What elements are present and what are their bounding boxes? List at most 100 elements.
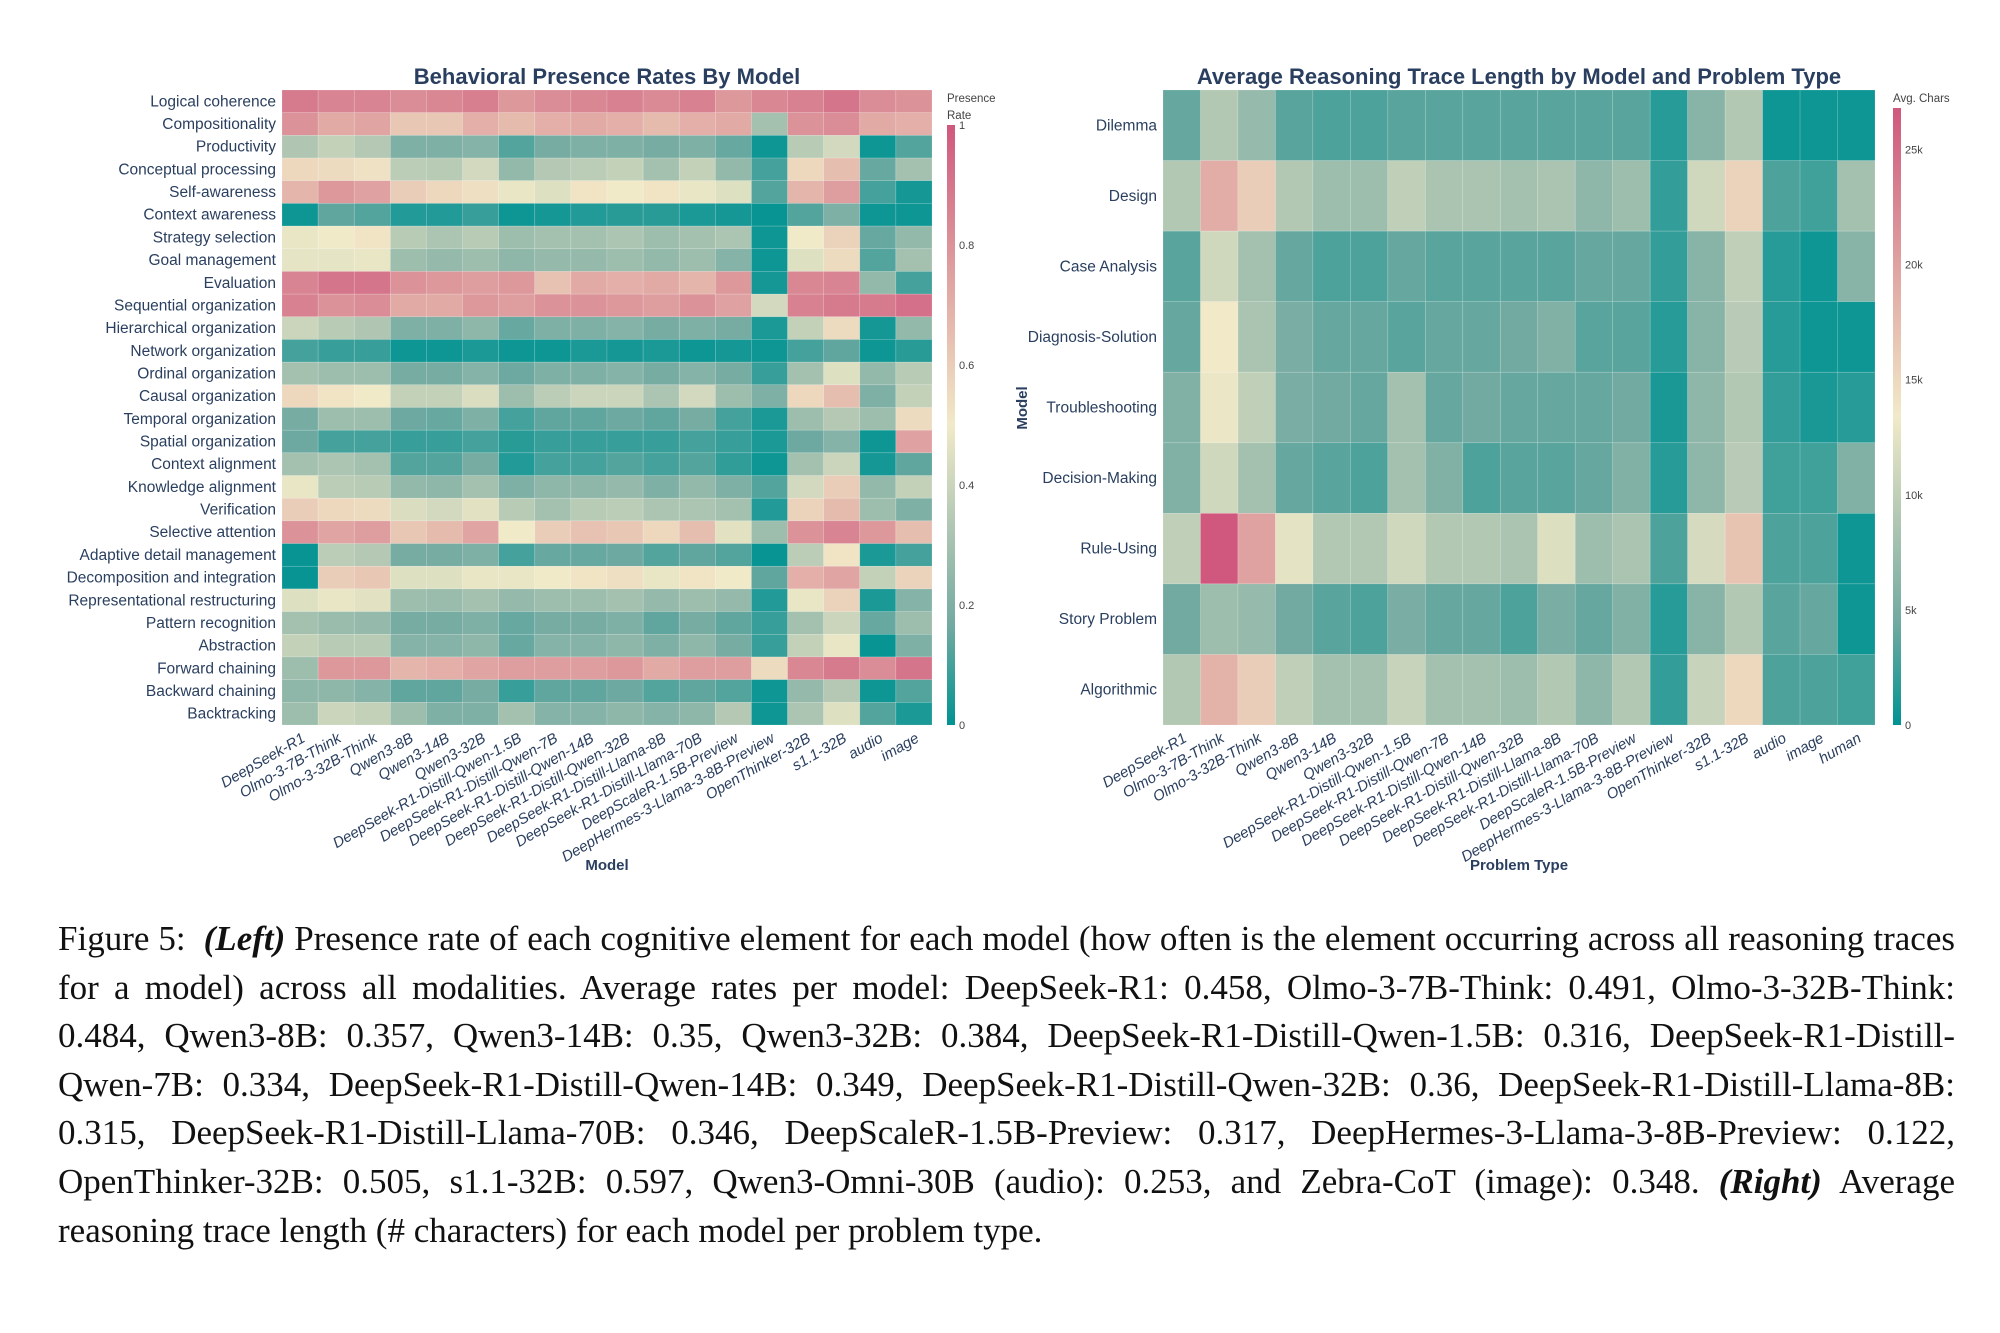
heatmap-cell xyxy=(534,565,572,590)
heatmap-cell xyxy=(895,679,933,703)
heatmap-cell xyxy=(642,520,680,544)
heatmap-cell xyxy=(1574,89,1613,161)
heatmap-cell xyxy=(642,135,680,159)
heatmap-cell xyxy=(1649,442,1688,514)
heatmap-cell xyxy=(606,656,644,680)
heatmap-cell xyxy=(823,157,861,182)
heatmap-cell xyxy=(426,293,463,318)
heatmap-cell xyxy=(1462,513,1501,585)
y-tick-label: Knowledge alignment xyxy=(128,479,277,496)
heatmap-cell xyxy=(859,316,897,340)
heatmap-cell xyxy=(426,475,463,499)
y-tick-label: Context awareness xyxy=(143,207,276,224)
heatmap-cell xyxy=(426,702,463,726)
heatmap-cell xyxy=(353,520,391,544)
heatmap-cell xyxy=(1162,513,1201,585)
heatmap-cell xyxy=(787,475,824,499)
heatmap-cell xyxy=(390,679,427,703)
heatmap-cell xyxy=(498,588,536,612)
heatmap-cell xyxy=(1425,513,1464,585)
heatmap-cell xyxy=(498,407,536,431)
heatmap-cell xyxy=(1162,89,1201,161)
heatmap-cell xyxy=(390,384,427,408)
heatmap-cell xyxy=(1350,89,1389,161)
heatmap-cell xyxy=(353,452,391,476)
heatmap-cell xyxy=(570,679,608,703)
heatmap-cell xyxy=(281,157,319,182)
heatmap-cell xyxy=(1762,160,1801,232)
heatmap-cell xyxy=(787,316,824,340)
heatmap-cell xyxy=(281,293,319,318)
heatmap-cell xyxy=(353,611,391,635)
heatmap-cell xyxy=(570,497,608,522)
heatmap-cell xyxy=(642,679,680,703)
heatmap-cell xyxy=(317,588,355,612)
heatmap-cell xyxy=(281,135,319,159)
heatmap-cell xyxy=(390,702,427,726)
heatmap-cell xyxy=(426,203,463,227)
heatmap-cell xyxy=(498,316,536,340)
heatmap-cell xyxy=(498,702,536,726)
heatmap-cell xyxy=(353,180,391,204)
heatmap-cell xyxy=(606,543,644,567)
heatmap-cell xyxy=(1687,654,1726,726)
heatmap-cell xyxy=(1387,442,1426,514)
heatmap-cell xyxy=(498,112,536,136)
heatmap-cell xyxy=(787,543,824,567)
heatmap-cell xyxy=(353,633,391,658)
heatmap-cell xyxy=(895,203,933,227)
heatmap-cell xyxy=(353,135,391,159)
x-tick-label: audio xyxy=(1749,730,1789,763)
heatmap-cell xyxy=(1799,89,1838,161)
heatmap-cell xyxy=(570,565,608,590)
heatmap-cell xyxy=(751,316,788,340)
heatmap-cell xyxy=(317,361,355,386)
heatmap-cell xyxy=(787,497,824,522)
heatmap-cell xyxy=(353,543,391,567)
heatmap-cell xyxy=(642,339,680,363)
heatmap-cell xyxy=(1237,230,1276,302)
heatmap-cell xyxy=(1649,371,1688,444)
heatmap-cell xyxy=(715,89,752,113)
heatmap-cell xyxy=(317,611,355,635)
heatmap-cell xyxy=(353,293,391,318)
heatmap-cell xyxy=(1499,442,1539,514)
heatmap-cell xyxy=(462,225,499,250)
heatmap-cell xyxy=(751,271,788,295)
heatmap-cell xyxy=(823,112,861,136)
heatmap-cell xyxy=(498,135,536,159)
heatmap-cell xyxy=(895,565,933,590)
heatmap-cell xyxy=(426,520,463,544)
heatmap-cell xyxy=(606,520,644,544)
heatmap-cell xyxy=(606,565,644,590)
heatmap-cell xyxy=(317,225,355,250)
heatmap-cell xyxy=(1350,513,1389,585)
heatmap-cell xyxy=(1687,513,1726,585)
heatmap-cell xyxy=(859,633,897,658)
heatmap-cell xyxy=(390,271,427,295)
heatmap-cell xyxy=(534,271,572,295)
heatmap-cell xyxy=(570,384,608,408)
heatmap-cell xyxy=(353,475,391,499)
heatmap-cell xyxy=(1837,230,1876,302)
heatmap-cell xyxy=(642,293,680,318)
figure-caption: Figure 5: (Left) Presence rate of each c… xyxy=(58,915,1955,1255)
heatmap-cell xyxy=(859,565,897,590)
heatmap-cell xyxy=(678,588,716,612)
heatmap-cell xyxy=(823,271,861,295)
heatmap-cell xyxy=(642,316,680,340)
heatmap-cell xyxy=(534,225,572,250)
heatmap-cell xyxy=(1837,89,1876,161)
heatmap-cell xyxy=(534,475,572,499)
heatmap-cell xyxy=(678,248,716,272)
heatmap-cell xyxy=(715,203,752,227)
heatmap-cell xyxy=(1425,160,1464,232)
heatmap-cell xyxy=(1837,371,1876,444)
heatmap-cell xyxy=(859,248,897,272)
heatmap-cell xyxy=(570,316,608,340)
heatmap-cell xyxy=(678,475,716,499)
heatmap-cell xyxy=(859,702,897,726)
colorbar-tick-label: 5k xyxy=(1905,605,1917,617)
heatmap-cell xyxy=(823,429,861,454)
heatmap-cell xyxy=(787,384,824,408)
